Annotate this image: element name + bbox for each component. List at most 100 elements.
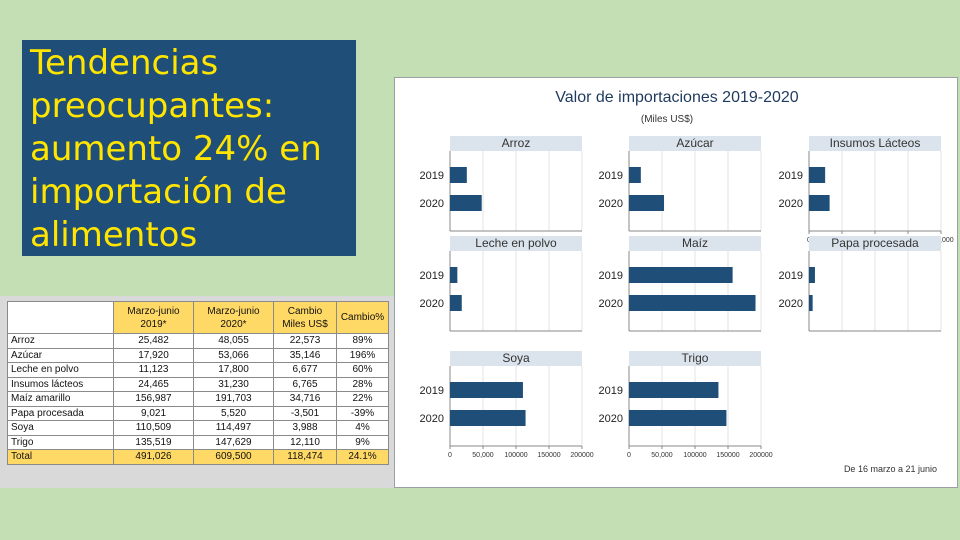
category-label: 2020 bbox=[779, 198, 803, 210]
category-label: 2020 bbox=[420, 413, 444, 425]
x-tick-label: 0 bbox=[627, 452, 631, 459]
table-cell: 89% bbox=[336, 333, 389, 349]
bar bbox=[450, 295, 462, 311]
bar bbox=[450, 267, 458, 283]
panel-label: Papa procesada bbox=[831, 236, 919, 250]
table-header-cell: Marzo-junio 2019* bbox=[113, 301, 194, 334]
table-row: Azúcar 17,920 53,066 35,146 196% bbox=[7, 347, 389, 363]
x-tick-label: 100000 bbox=[683, 452, 706, 459]
table-cell: 4% bbox=[336, 420, 389, 436]
table-cell: 3,988 bbox=[273, 420, 337, 436]
table-cell: 191,703 bbox=[193, 391, 274, 407]
table-cell: 135,519 bbox=[113, 434, 194, 450]
bar bbox=[809, 295, 813, 311]
table-row-label: Papa procesada bbox=[7, 405, 114, 421]
table-header-row: Marzo-junio 2019* Marzo-junio 2020* Cambio Mi… bbox=[7, 301, 389, 334]
table-cell: 110,509 bbox=[113, 420, 194, 436]
table-cell: 156,987 bbox=[113, 391, 194, 407]
table-cell: 35,146 bbox=[273, 347, 337, 363]
bar bbox=[629, 410, 727, 426]
chart-title: Valor de importaciones 2019-2020 bbox=[555, 89, 799, 106]
chart-subtitle: (Miles US$) bbox=[641, 114, 693, 125]
table-cell: 6,677 bbox=[273, 362, 337, 378]
table-row-label: Azúcar bbox=[7, 347, 114, 363]
panel-header bbox=[450, 351, 582, 366]
table-cell: -39% bbox=[336, 405, 389, 421]
x-tick-label: 200000 bbox=[749, 452, 772, 459]
table-row: Papa procesada 9,021 5,520 -3,501 -39% bbox=[7, 405, 389, 421]
table-row: Leche en polvo 11,123 17,800 6,677 60% bbox=[7, 362, 389, 378]
table-row-label: Arroz bbox=[7, 333, 114, 349]
table-cell: 34,716 bbox=[273, 391, 337, 407]
bar bbox=[629, 195, 665, 211]
x-tick-label: 200000 bbox=[570, 452, 593, 459]
category-label: 2019 bbox=[599, 170, 623, 182]
panel-header bbox=[809, 236, 941, 251]
bar bbox=[629, 167, 641, 183]
table-row-label: Total bbox=[7, 449, 114, 465]
chart-card: Valor de importaciones 2019-2020 (Miles U… bbox=[394, 77, 958, 488]
panel-label: Maíz bbox=[682, 236, 708, 250]
table-header-cell bbox=[7, 301, 114, 334]
category-label: 2019 bbox=[779, 170, 803, 182]
table-row: Soya 110,509 114,497 3,988 4% bbox=[7, 420, 389, 436]
table-cell: 491,026 bbox=[113, 449, 194, 465]
panel-label: Trigo bbox=[682, 351, 709, 365]
category-label: 2020 bbox=[779, 298, 803, 310]
x-tick-label: 50,000 bbox=[651, 452, 673, 459]
category-label: 2020 bbox=[599, 413, 623, 425]
title-line: Tendencias bbox=[30, 43, 219, 83]
table-cell: 25,482 bbox=[113, 333, 194, 349]
bar bbox=[629, 267, 733, 283]
x-tick-label: 200,000 bbox=[928, 237, 953, 244]
table-row-label: Insumos lácteos bbox=[7, 376, 114, 392]
table-row: Arroz 25,482 48,055 22,573 89% bbox=[7, 333, 389, 349]
panel-header bbox=[450, 236, 582, 251]
category-label: 2019 bbox=[420, 385, 444, 397]
table-cell: 12,110 bbox=[273, 434, 337, 450]
category-label: 2020 bbox=[599, 198, 623, 210]
table-row-label: Trigo bbox=[7, 434, 114, 450]
panel-header bbox=[809, 136, 941, 151]
table-cell: 6,765 bbox=[273, 376, 337, 392]
imports-table: Marzo-junio 2019* Marzo-junio 2020* Cambio Mi… bbox=[7, 301, 389, 465]
table-header-cell: Cambio% bbox=[336, 301, 389, 334]
category-label: 2020 bbox=[420, 298, 444, 310]
table-cell: 9% bbox=[336, 434, 389, 450]
x-tick-label: 150000 bbox=[537, 452, 560, 459]
table-cell: 24,465 bbox=[113, 376, 194, 392]
panel-label: Arroz bbox=[502, 136, 531, 150]
category-label: 2019 bbox=[599, 270, 623, 282]
category-label: 2019 bbox=[420, 170, 444, 182]
bar bbox=[629, 295, 756, 311]
table-header-cell: Cambio Miles US$ bbox=[273, 301, 337, 334]
chart-note: De 16 marzo a 21 junio bbox=[844, 464, 937, 474]
table-cell: 53,066 bbox=[193, 347, 274, 363]
table-cell: 24.1% bbox=[336, 449, 389, 465]
table-row-label: Leche en polvo bbox=[7, 362, 114, 378]
bar bbox=[450, 410, 526, 426]
table-cell: 22,573 bbox=[273, 333, 337, 349]
category-label: 2019 bbox=[779, 270, 803, 282]
bar bbox=[450, 382, 523, 398]
bar bbox=[809, 267, 815, 283]
panel-header bbox=[450, 136, 582, 151]
table-cell: 9,021 bbox=[113, 405, 194, 421]
bar bbox=[450, 167, 467, 183]
table-body: Arroz 25,482 48,055 22,573 89% Azúcar 17,920 53… bbox=[7, 333, 389, 465]
table-row: Trigo 135,519 147,629 12,110 9% bbox=[7, 434, 389, 450]
table-cell: 28% bbox=[336, 376, 389, 392]
category-label: 2019 bbox=[420, 270, 444, 282]
x-tick-label: 50,000 bbox=[472, 452, 494, 459]
panel-label: Leche en polvo bbox=[475, 236, 557, 250]
table-cell: 118,474 bbox=[273, 449, 337, 465]
bar bbox=[809, 167, 826, 183]
title-line: aumento 24% en bbox=[30, 129, 322, 169]
bar bbox=[629, 382, 719, 398]
table-cell: 147,629 bbox=[193, 434, 274, 450]
panel-label: Soya bbox=[502, 351, 530, 365]
table-row: Insumos lácteos 24,465 31,230 6,765 28% bbox=[7, 376, 389, 392]
table-cell: 48,055 bbox=[193, 333, 274, 349]
title-line: alimentos bbox=[30, 215, 198, 255]
title-line: preocupantes: bbox=[30, 86, 275, 126]
